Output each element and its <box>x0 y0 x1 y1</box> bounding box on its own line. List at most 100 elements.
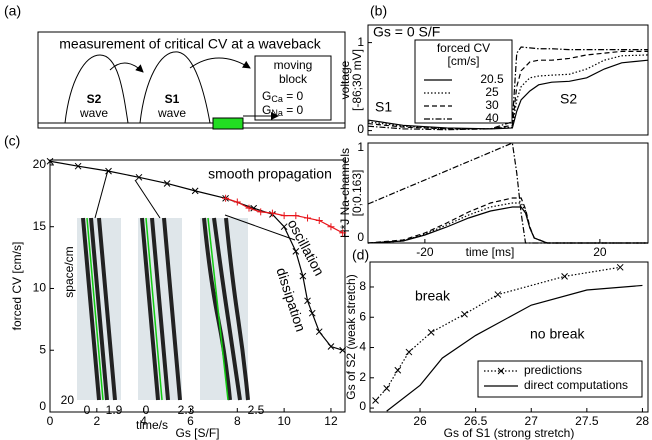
y-tick-label: 10 <box>33 281 47 295</box>
legend-box <box>477 360 643 398</box>
point-marker <box>308 309 316 317</box>
pointer <box>224 214 296 241</box>
block-label: moving <box>274 58 313 72</box>
y-tick-label: 8 <box>359 279 366 293</box>
point-marker <box>280 212 288 220</box>
pointer <box>134 179 161 219</box>
legend-label: 30 <box>485 98 499 112</box>
x-tick-label: -20 <box>416 245 434 259</box>
series-line <box>367 59 649 130</box>
annotation: break <box>415 288 451 304</box>
x-axis-label: Gs [S/F] <box>175 426 219 440</box>
point-marker <box>394 366 402 374</box>
inset-x-tick: 0 <box>84 403 91 417</box>
insets <box>77 169 296 401</box>
x-tick-label: 28 <box>636 414 650 428</box>
point-marker <box>292 212 300 220</box>
x-tick-label: 2 <box>93 414 100 428</box>
point-marker <box>191 187 199 195</box>
point-marker <box>561 273 568 280</box>
point-marker <box>74 162 82 170</box>
point-marker <box>427 329 435 336</box>
point-marker <box>461 310 468 318</box>
legend-marker <box>497 367 505 375</box>
inset-x-label: time/s <box>136 418 168 432</box>
y-tick-label: 15 <box>33 219 47 233</box>
series-line <box>367 197 648 244</box>
point-marker <box>372 397 379 404</box>
x-tick-label: 4 <box>140 414 147 428</box>
wave-shape <box>64 54 129 124</box>
legend-label: 25 <box>485 85 499 99</box>
x-tick-label: 8 <box>234 414 241 428</box>
x-axis-label: time [ms] <box>466 245 515 259</box>
y-tick-label: 0 <box>39 399 46 413</box>
series-line <box>367 202 648 244</box>
wave-shape <box>139 51 211 124</box>
inset-x-tick: 2.5 <box>248 403 265 417</box>
y-tick-label: 6 <box>359 309 366 323</box>
x-tick-label: 26.5 <box>464 414 488 428</box>
point-marker <box>245 204 253 212</box>
block-marker <box>212 117 244 130</box>
plot-frame <box>49 159 346 413</box>
legend-label: predictions <box>524 363 582 377</box>
x-tick-label: 20 <box>593 245 607 259</box>
x-tick-label: 12 <box>324 414 338 428</box>
y-axis-label: voltage <box>338 60 352 99</box>
legend-label: direct computations <box>524 378 628 392</box>
plot-frame <box>369 261 649 413</box>
series-line <box>367 46 648 131</box>
panel-label: (d) <box>352 247 369 263</box>
point-marker <box>257 208 265 216</box>
inset-y-tick: 20 <box>61 393 75 407</box>
x-tick-label: 10 <box>277 414 291 428</box>
point-marker <box>105 167 112 175</box>
point-marker <box>304 214 312 222</box>
x-tick-label: 26 <box>413 414 427 428</box>
panel-label: (a) <box>4 3 21 19</box>
point-marker <box>339 346 347 354</box>
diagram-box <box>37 31 346 129</box>
point-marker <box>163 180 171 187</box>
annotation: Gs = 0 S/F <box>373 24 440 40</box>
point-marker <box>304 297 311 305</box>
point-marker <box>299 272 307 280</box>
plot-frame <box>367 24 649 136</box>
y-axis-label: [-86;30 mV] <box>350 49 364 111</box>
x-tick-label: 27.5 <box>575 414 599 428</box>
annotation: oscillation <box>285 216 328 278</box>
wave-name: S1 <box>165 92 180 106</box>
point-marker <box>315 328 323 336</box>
point-marker <box>339 229 347 237</box>
x-tick-label: 27 <box>525 414 539 428</box>
x-tick-label: 0 <box>47 414 54 428</box>
panel-label: (c) <box>4 133 20 149</box>
legend-label: 20.5 <box>480 72 504 86</box>
point-marker <box>327 343 335 350</box>
plot-frame <box>367 142 649 244</box>
point-marker <box>315 217 323 225</box>
pointer <box>94 169 109 219</box>
annotation: no break <box>530 326 585 342</box>
point-marker <box>405 348 413 356</box>
point-marker <box>494 291 502 298</box>
annotation: S2 <box>560 91 577 107</box>
point-marker <box>46 157 54 165</box>
y-tick-label: 0 <box>357 122 364 136</box>
point-marker <box>222 194 230 202</box>
block-box <box>254 55 332 121</box>
wave-name: S2 <box>87 92 102 106</box>
legend-label: 40 <box>485 111 499 125</box>
y-axis-label: forced CV [cm/s] <box>10 242 24 331</box>
y-tick-label: 1 <box>357 140 364 154</box>
point-marker <box>383 385 391 392</box>
point-marker <box>268 209 276 217</box>
point-marker <box>616 263 624 271</box>
diagram: measurement of critical CV at a waveback… <box>37 31 346 130</box>
y-axis-label: Gs of S2 (weak stretch) <box>344 274 358 399</box>
x-axis-label: Gs of S1 (strong stretch) <box>444 426 575 440</box>
annotation: S1 <box>375 99 392 115</box>
legend-box <box>414 39 513 124</box>
